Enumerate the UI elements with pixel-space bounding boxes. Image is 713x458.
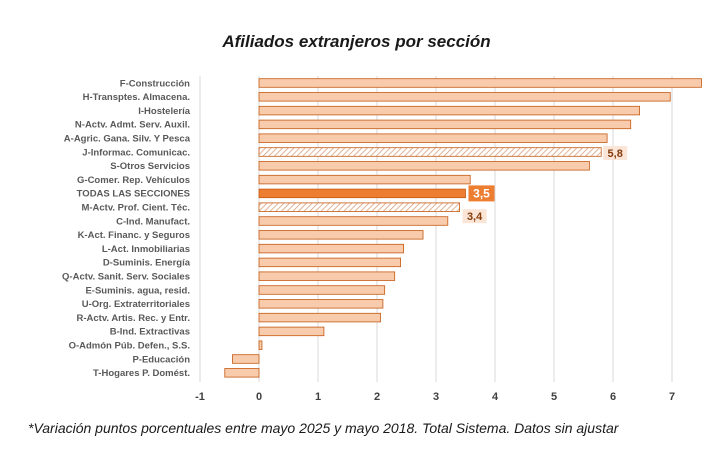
category-label: I-Hostelería xyxy=(138,106,190,117)
category-label: K-Act. Financ. y Seguros xyxy=(78,230,190,241)
category-label: B-Ind. Extractivas xyxy=(110,327,190,338)
x-tick-label: 5 xyxy=(551,391,557,403)
category-label: F-Construcción xyxy=(120,78,190,89)
bar-9 xyxy=(258,202,461,212)
bar-13 xyxy=(258,257,402,268)
bar-17 xyxy=(258,312,381,323)
x-tick-label: 3 xyxy=(433,391,439,403)
x-tick-label: 1 xyxy=(315,391,321,403)
category-label: E-Suminis. agua, resid. xyxy=(85,285,190,296)
bar-14 xyxy=(258,271,396,281)
category-label: O-Admón Púb. Defen., S.S. xyxy=(69,341,190,352)
bar-8 xyxy=(258,188,466,199)
bar-2 xyxy=(258,105,640,116)
category-label: Q-Actv. Sanit. Serv. Sociales xyxy=(62,272,190,283)
data-label-text: 3,5 xyxy=(473,186,490,200)
bar-1 xyxy=(258,92,671,102)
bar-6 xyxy=(258,161,590,171)
data-label-8: 3,5 xyxy=(468,185,495,202)
category-label: P-Educación xyxy=(132,354,190,365)
bar-12 xyxy=(258,243,404,254)
category-label: S-Otros Servicios xyxy=(110,161,190,172)
category-label: A-Agric. Gana. Silv. Y Pesca xyxy=(64,134,191,145)
chart-footnote: *Variación puntos porcentuales entre may… xyxy=(28,420,619,436)
data-label-box xyxy=(468,185,495,202)
bar-16 xyxy=(258,299,384,309)
category-label: G-Comer. Rep. Vehículos xyxy=(77,175,190,186)
category-label: TODAS LAS SECCIONES xyxy=(77,189,190,200)
bar-19 xyxy=(258,340,263,350)
x-tick-label: 2 xyxy=(374,391,380,403)
data-label-text: 5,8 xyxy=(608,148,623,160)
x-tick-label: 6 xyxy=(610,391,616,403)
category-label: H-Transptes. Almacena. xyxy=(83,92,190,103)
x-axis-ticks: -1 0 1 2 3 4 5 6 7 xyxy=(195,391,675,403)
x-tick-label: 7 xyxy=(669,391,675,403)
data-label-5: 5,8 xyxy=(603,146,628,160)
bar-20 xyxy=(232,354,260,364)
data-label-text: 3,4 xyxy=(467,211,483,223)
x-tick-label: 4 xyxy=(492,391,499,403)
category-label: L-Act. Inmobiliarias xyxy=(102,244,190,255)
bar-21 xyxy=(224,368,260,378)
bar-5 xyxy=(258,147,602,157)
category-label: N-Actv. Admt. Serv. Auxil. xyxy=(75,120,190,131)
category-label: R-Actv. Artis. Rec. y Entr. xyxy=(76,313,190,324)
bar-layer xyxy=(224,78,702,378)
bar-18 xyxy=(258,326,325,337)
category-label: J-Informac. Comunicac. xyxy=(82,147,190,158)
category-label: C-Ind. Manufact. xyxy=(116,216,190,227)
x-tick-label: 0 xyxy=(256,391,262,403)
bar-0 xyxy=(258,78,702,88)
category-label: D-Suminis. Energía xyxy=(103,258,191,269)
data-label-9: 3,4 xyxy=(462,209,487,224)
bar-11 xyxy=(258,230,424,240)
bar-7 xyxy=(258,174,471,185)
category-labels: F-Construcción H-Transptes. Almacena. I-Ho… xyxy=(62,78,191,379)
category-label: T-Hogares P. Domést. xyxy=(93,368,190,379)
data-label-box xyxy=(462,209,487,224)
category-label: U-Org. Extraterritoriales xyxy=(82,299,190,310)
bar-10 xyxy=(258,216,449,226)
category-label: M-Actv. Prof. Cient. Téc. xyxy=(81,203,190,214)
data-labels: 5,8 3,5 3,4 xyxy=(462,146,628,224)
x-tick-label: -1 xyxy=(195,391,205,403)
bar-4 xyxy=(258,133,608,143)
chart-title: Afiliados extranjeros por sección xyxy=(222,32,491,51)
data-label-box xyxy=(603,146,628,160)
bar-15 xyxy=(258,285,386,295)
bar-3 xyxy=(258,119,632,130)
